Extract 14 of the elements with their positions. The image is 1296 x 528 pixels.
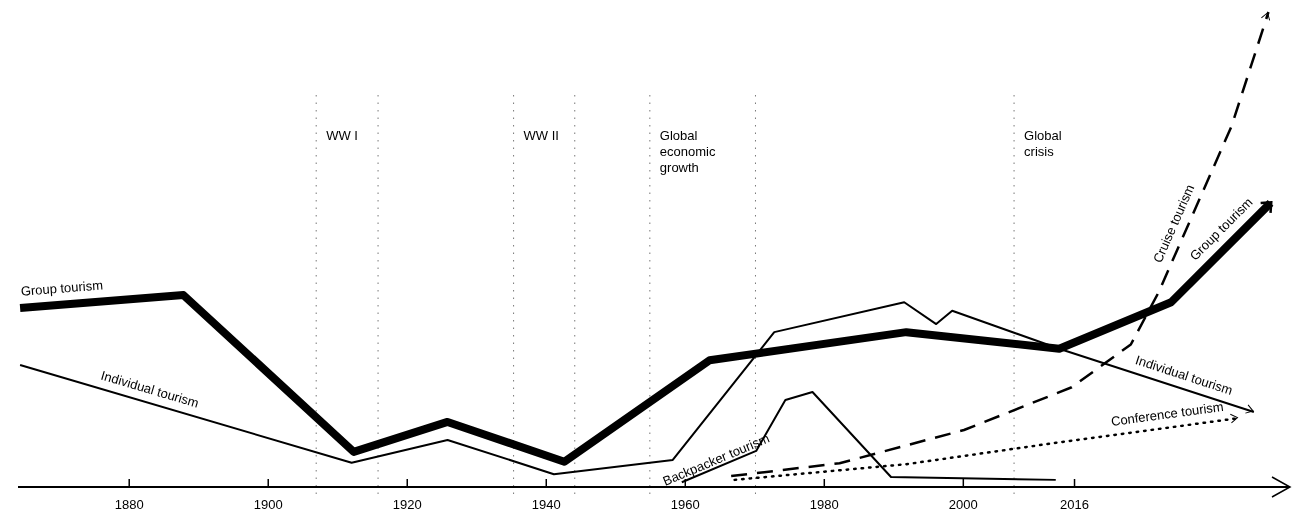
x-tick-label: 1920 <box>392 497 422 512</box>
x-tick-label: 2000 <box>948 497 978 512</box>
ref-line-label: Global economic growth <box>659 128 716 175</box>
ref-line-label: WW I <box>326 128 358 143</box>
x-tick-label: 1980 <box>809 497 839 512</box>
ref-line-label: WW II <box>523 128 559 143</box>
series-label: Group tourism <box>20 277 104 299</box>
x-tick-label: 1880 <box>114 497 144 512</box>
ref-line-label: Global crisis <box>1024 128 1062 159</box>
x-tick-label: 1940 <box>531 497 561 512</box>
x-tick-label: 1960 <box>670 497 700 512</box>
x-tick-label: 2016 <box>1060 497 1089 512</box>
text: Conference tourism <box>1110 398 1225 429</box>
x-tick-label: 1900 <box>253 497 283 512</box>
